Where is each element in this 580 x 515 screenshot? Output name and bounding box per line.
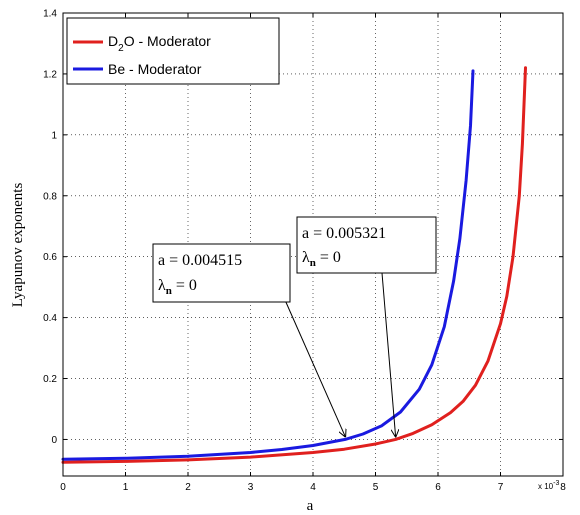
annotation-2: a = 0.005321 λn = 0: [296, 216, 437, 436]
series-line-d2o: [61, 66, 527, 464]
x-tick-label: 7: [498, 482, 504, 493]
x-tick-label: 5: [373, 482, 379, 493]
series-group: [61, 66, 527, 464]
annotation-1-sub: n: [166, 285, 172, 297]
annotation-2-arrow: [381, 272, 396, 436]
x-tick-label: 1: [123, 482, 129, 493]
annotation-2-line2: λn = 0: [302, 249, 341, 269]
y-tick-label: 0.8: [43, 191, 57, 202]
x-tick-label: 2: [185, 482, 191, 493]
y-axis-label: Lyapunov exponents: [10, 183, 26, 308]
legend-label-d2o: D2O - Moderator: [108, 33, 211, 54]
y-tick-label: 0: [51, 435, 57, 446]
x-tick-label: 4: [310, 482, 316, 493]
legend-label-d2o-main: D: [108, 33, 118, 49]
y-tick-label: 0.4: [43, 313, 57, 324]
legend-label-d2o-rest: O - Moderator: [124, 33, 211, 49]
annotation-2-sub: n: [310, 257, 316, 269]
y-tick-label: 0.6: [43, 252, 57, 263]
annotation-1-rest: = 0: [172, 277, 197, 294]
annotation-2-line1: a = 0.005321: [302, 225, 386, 242]
annotation-1-line2: λn = 0: [158, 277, 197, 297]
x-tick-label: 0: [60, 482, 66, 493]
legend: D2O - Moderator Be - Moderator: [66, 17, 280, 85]
annotation-1: a = 0.004515 λn = 0: [152, 243, 345, 436]
annotation-1-box: [152, 243, 291, 303]
legend-label-d2o-sub: 2: [118, 43, 124, 54]
y-tick-label: 1.2: [43, 69, 57, 80]
x-exponent-base: x 10: [538, 482, 554, 491]
annotation-2-lambda: λ: [302, 249, 310, 266]
y-tick-label: 1.4: [43, 9, 57, 20]
x-exponent: x 10-3: [538, 480, 559, 491]
annotation-1-arrow: [284, 299, 345, 436]
x-exponent-power: -3: [553, 480, 559, 487]
legend-box: [66, 17, 280, 85]
x-tick-label: 6: [435, 482, 441, 493]
legend-label-be: Be - Moderator: [108, 61, 202, 77]
series-line-be: [61, 69, 475, 461]
annotation-1-lambda: λ: [158, 277, 166, 294]
x-tick-label: 3: [248, 482, 254, 493]
x-tick-label: 8: [560, 482, 566, 493]
annotation-1-line1: a = 0.004515: [158, 252, 242, 269]
y-tick-label: 1: [51, 130, 57, 141]
y-tick-label: 0.2: [43, 374, 57, 385]
axis-ticks: 0 1 2 3 4 5 6 7 8 0 0.2 0.4 0.6 0.8 1 1.2 1.4: [43, 9, 566, 494]
x-axis-label: a: [307, 498, 314, 514]
annotation-2-rest: = 0: [316, 249, 341, 266]
annotation-2-box: [296, 216, 437, 274]
